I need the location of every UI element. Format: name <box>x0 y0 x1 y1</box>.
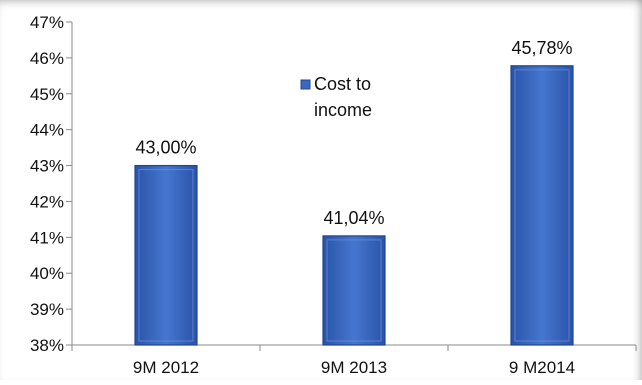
bars <box>134 65 574 346</box>
bar <box>322 235 386 346</box>
x-category-label: 9 M2014 <box>509 358 575 377</box>
data-label: 45,78% <box>511 38 572 58</box>
labels: 43,00% 9M 2012 41,04% 9M 2013 45,78% 9 M2014 <box>133 38 575 377</box>
y-tick-label: 39% <box>30 300 64 319</box>
y-tick-label: 44% <box>30 121 64 140</box>
bar <box>510 65 574 346</box>
x-category-label: 9M 2012 <box>133 358 199 377</box>
bar-bevel <box>514 69 570 342</box>
y-tick-label: 47% <box>30 13 64 32</box>
data-label: 43,00% <box>135 138 196 158</box>
legend-label-line-2: income <box>314 100 372 120</box>
legend-label-line-1: Cost to <box>314 74 371 94</box>
bar-bevel <box>326 239 382 342</box>
y-tick-label: 41% <box>30 228 64 247</box>
bar <box>134 164 198 346</box>
axes: 38% 39% 40% 41% 42% 43% 44% 45% 46% 47% <box>30 13 637 355</box>
data-label: 41,04% <box>323 208 384 228</box>
y-tick-label: 42% <box>30 192 64 211</box>
y-tick-label: 45% <box>30 85 64 104</box>
x-category-label: 9M 2013 <box>321 358 387 377</box>
legend: Cost to income <box>300 74 372 120</box>
legend-swatch <box>300 79 311 90</box>
y-tick-label: 43% <box>30 157 64 176</box>
y-tick-label: 38% <box>30 336 64 355</box>
y-tick-label: 40% <box>30 264 64 283</box>
bar-bevel <box>138 169 194 342</box>
y-tick-label: 46% <box>30 49 64 68</box>
